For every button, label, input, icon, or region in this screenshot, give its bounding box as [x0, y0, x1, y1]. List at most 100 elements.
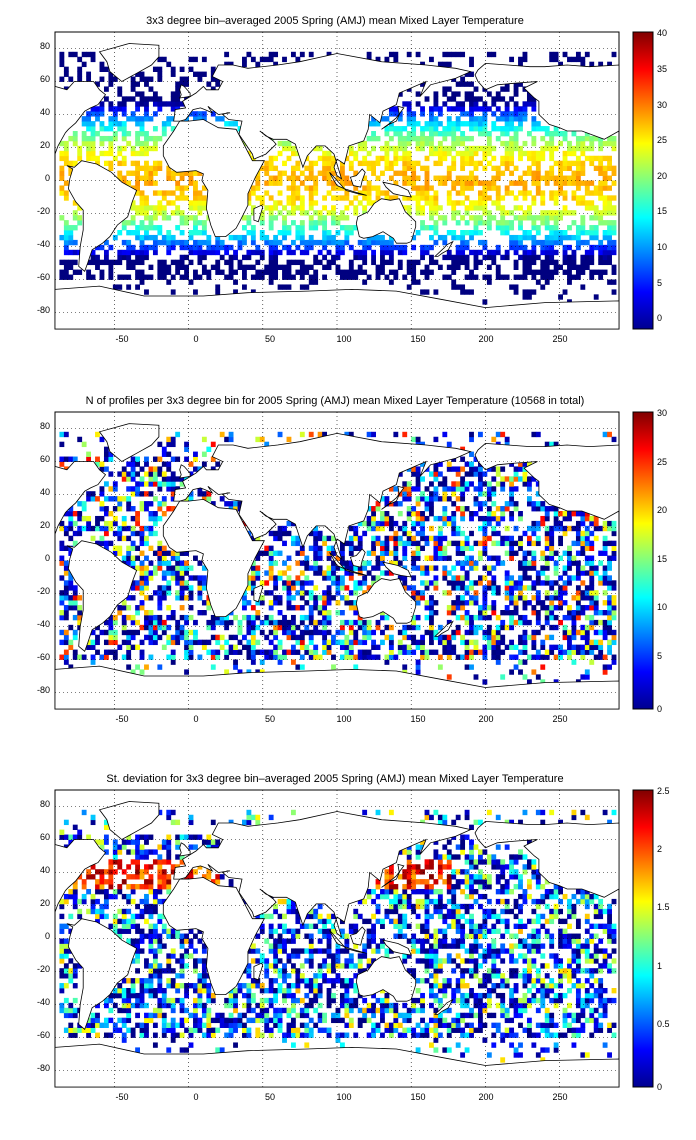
data-cell: [139, 131, 145, 137]
data-cell: [313, 210, 319, 216]
data-cell: [77, 605, 83, 611]
data-cell: [273, 254, 279, 261]
data-cell: [384, 1027, 390, 1033]
data-cell: [166, 121, 172, 127]
data-cell: [544, 540, 550, 547]
data-cell: [259, 56, 265, 63]
data-cell: [571, 220, 577, 226]
data-cell: [504, 550, 510, 556]
data-cell: [464, 486, 470, 492]
data-cell: [139, 140, 145, 147]
data-cell: [63, 649, 69, 655]
data-cell: [130, 476, 136, 482]
data-cell: [335, 269, 341, 275]
data-cell: [522, 570, 528, 576]
data-cell: [544, 511, 550, 517]
data-cell: [509, 126, 515, 132]
x-tick-label: 0: [193, 334, 198, 344]
data-cell: [166, 590, 172, 596]
data-cell: [170, 71, 176, 77]
data-cell: [473, 456, 479, 462]
data-cell: [415, 466, 421, 472]
data-cell: [108, 525, 114, 532]
data-cell: [135, 274, 140, 280]
data-cell: [353, 619, 359, 626]
data-cell: [335, 639, 341, 646]
data-cell: [491, 511, 497, 517]
data-cell: [593, 610, 599, 616]
data-cell: [77, 1027, 83, 1033]
data-cell: [72, 249, 78, 256]
data-cell: [526, 540, 532, 547]
data-cell: [575, 649, 581, 655]
data-cell: [611, 610, 617, 616]
data-cell: [500, 560, 506, 566]
colorbar-ticks: 30 25 20 15 10 5 0: [657, 408, 667, 714]
data-cell: [549, 274, 555, 280]
data-cell: [175, 205, 181, 211]
data-cell: [460, 101, 466, 107]
data-cell: [344, 205, 350, 211]
data-cell: [99, 76, 105, 82]
data-cell: [589, 590, 595, 596]
data-cell: [607, 205, 612, 211]
data-cell: [429, 185, 434, 191]
data-cell: [90, 135, 96, 142]
data-cell: [607, 585, 612, 591]
data-cell: [108, 614, 114, 621]
data-cell: [175, 180, 181, 186]
data-cell: [188, 614, 194, 621]
data-cell: [433, 545, 439, 551]
data-cell: [201, 639, 207, 646]
data-cell: [166, 461, 172, 467]
data-cell: [562, 580, 568, 586]
data-cell: [135, 456, 140, 462]
data-cell: [348, 644, 354, 650]
data-cell: [402, 155, 408, 162]
data-cell: [442, 634, 448, 641]
data-cell: [429, 624, 434, 631]
data-cell: [99, 66, 105, 72]
data-cell: [486, 51, 492, 58]
data-cell: [273, 269, 279, 275]
data-cell: [308, 279, 314, 285]
data-cell: [504, 111, 510, 117]
data-cell: [335, 220, 341, 226]
data-cell: [268, 269, 274, 275]
data-cell: [478, 106, 483, 112]
data-cell: [429, 565, 434, 571]
data-cell: [188, 496, 194, 502]
data-cell: [152, 1042, 158, 1048]
data-cell: [95, 106, 100, 112]
data-cell: [584, 629, 590, 636]
data-cell: [589, 274, 595, 280]
data-cell: [611, 634, 617, 641]
data-cell: [95, 131, 100, 137]
data-cell: [188, 56, 194, 63]
data-cell: [540, 605, 546, 611]
data-cell: [179, 76, 185, 82]
data-cell: [273, 634, 279, 641]
data-cell: [531, 195, 537, 201]
data-cell: [397, 535, 403, 542]
data-cell: [313, 540, 319, 547]
data-cell: [420, 634, 425, 641]
data-cell: [509, 190, 515, 196]
data-cell: [518, 585, 523, 591]
data-cell: [322, 244, 328, 251]
data-cell: [513, 111, 519, 117]
data-cell: [103, 126, 109, 132]
data-cell: [460, 215, 466, 221]
data-cell: [206, 1022, 212, 1028]
data-cell: [380, 1007, 385, 1014]
data-cell: [264, 264, 270, 270]
data-cell: [103, 259, 109, 266]
data-cell: [322, 610, 328, 616]
data-cell: [371, 200, 376, 206]
data-cell: [68, 580, 74, 586]
data-cell: [526, 259, 532, 266]
data-cell: [103, 540, 109, 547]
data-cell: [567, 56, 572, 63]
data-cell: [273, 530, 279, 537]
data-cell: [420, 520, 425, 527]
